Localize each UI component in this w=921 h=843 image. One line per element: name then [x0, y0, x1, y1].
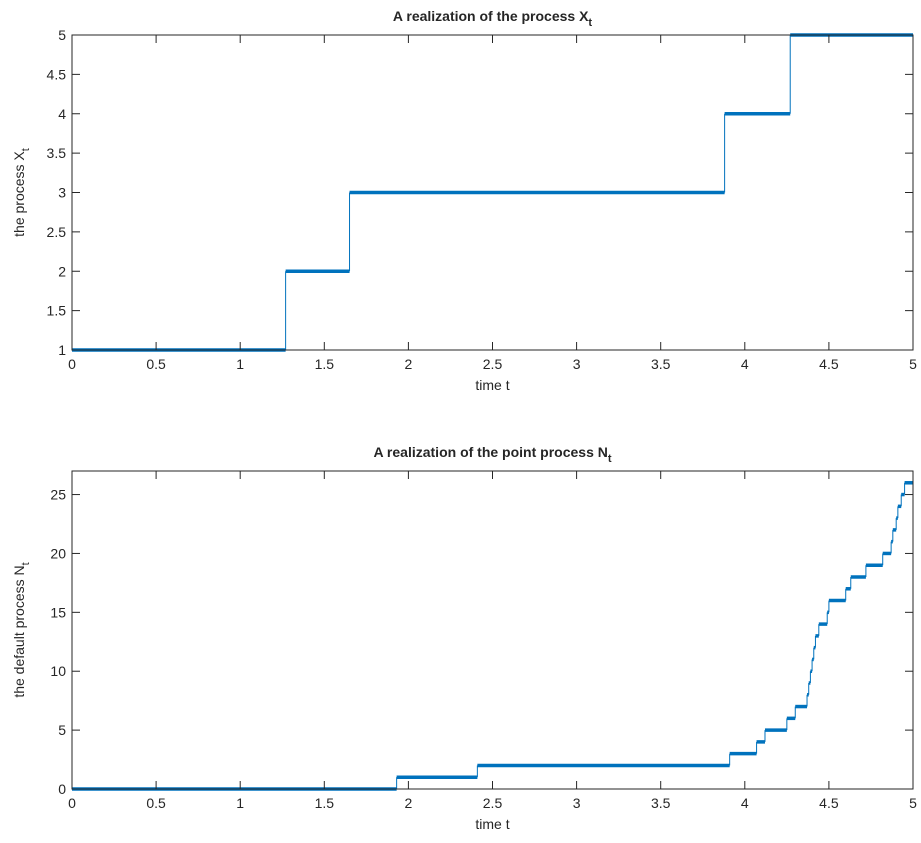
x-tick-label: 2 — [405, 356, 413, 372]
y-axis-label-sub: t — [20, 562, 32, 565]
x-tick-label: 0.5 — [146, 356, 166, 372]
y-tick-label: 0 — [58, 781, 66, 797]
chart-title-sub: t — [588, 17, 592, 29]
y-tick-label: 5 — [58, 27, 66, 43]
y-tick-label: 5 — [58, 722, 66, 738]
chart-title-sub: t — [608, 453, 612, 465]
x-tick-label: 2 — [405, 795, 413, 811]
y-tick-label: 1 — [58, 342, 66, 358]
y-tick-label: 4.5 — [47, 66, 67, 82]
x-axis-label: time t — [475, 377, 509, 393]
y-axis-label-main: the default process N — [11, 565, 27, 697]
chart-title: A realization of the point process Nt — [373, 444, 611, 465]
x-tick-label: 0.5 — [146, 795, 166, 811]
x-tick-label: 5 — [909, 795, 917, 811]
y-tick-label: 2.5 — [47, 224, 67, 240]
x-tick-label: 0 — [68, 795, 76, 811]
x-tick-label: 2.5 — [483, 356, 503, 372]
y-tick-label: 4 — [58, 106, 66, 122]
chart-title-main: A realization of the process X — [393, 8, 589, 24]
y-tick-label: 1.5 — [47, 303, 67, 319]
y-tick-label: 20 — [50, 545, 66, 561]
axes-background — [72, 471, 913, 789]
y-axis-label: the process Xt — [11, 148, 32, 237]
y-tick-label: 10 — [50, 663, 66, 679]
y-axis-label: the default process Nt — [11, 562, 32, 697]
x-tick-label: 5 — [909, 356, 917, 372]
x-tick-label: 4 — [741, 356, 749, 372]
x-tick-label: 4.5 — [819, 795, 839, 811]
x-tick-label: 1.5 — [315, 795, 335, 811]
x-axis-label: time t — [475, 816, 509, 832]
x-tick-label: 3.5 — [651, 356, 671, 372]
chart-title: A realization of the process Xt — [393, 8, 593, 29]
y-axis-label-sub: t — [20, 148, 32, 151]
y-tick-label: 2 — [58, 263, 66, 279]
x-tick-label: 0 — [68, 356, 76, 372]
y-tick-label: 3.5 — [47, 145, 67, 161]
x-tick-label: 4.5 — [819, 356, 839, 372]
x-tick-label: 3.5 — [651, 795, 671, 811]
y-tick-label: 3 — [58, 185, 66, 201]
chart-title-main: A realization of the point process N — [373, 444, 607, 460]
y-tick-label: 25 — [50, 487, 66, 503]
x-tick-label: 1.5 — [315, 356, 335, 372]
x-tick-label: 1 — [236, 795, 244, 811]
x-tick-label: 3 — [573, 795, 581, 811]
x-tick-label: 4 — [741, 795, 749, 811]
y-axis-label-main: the process X — [11, 151, 27, 237]
x-tick-label: 1 — [236, 356, 244, 372]
x-tick-label: 2.5 — [483, 795, 503, 811]
x-tick-label: 3 — [573, 356, 581, 372]
y-tick-label: 15 — [50, 604, 66, 620]
